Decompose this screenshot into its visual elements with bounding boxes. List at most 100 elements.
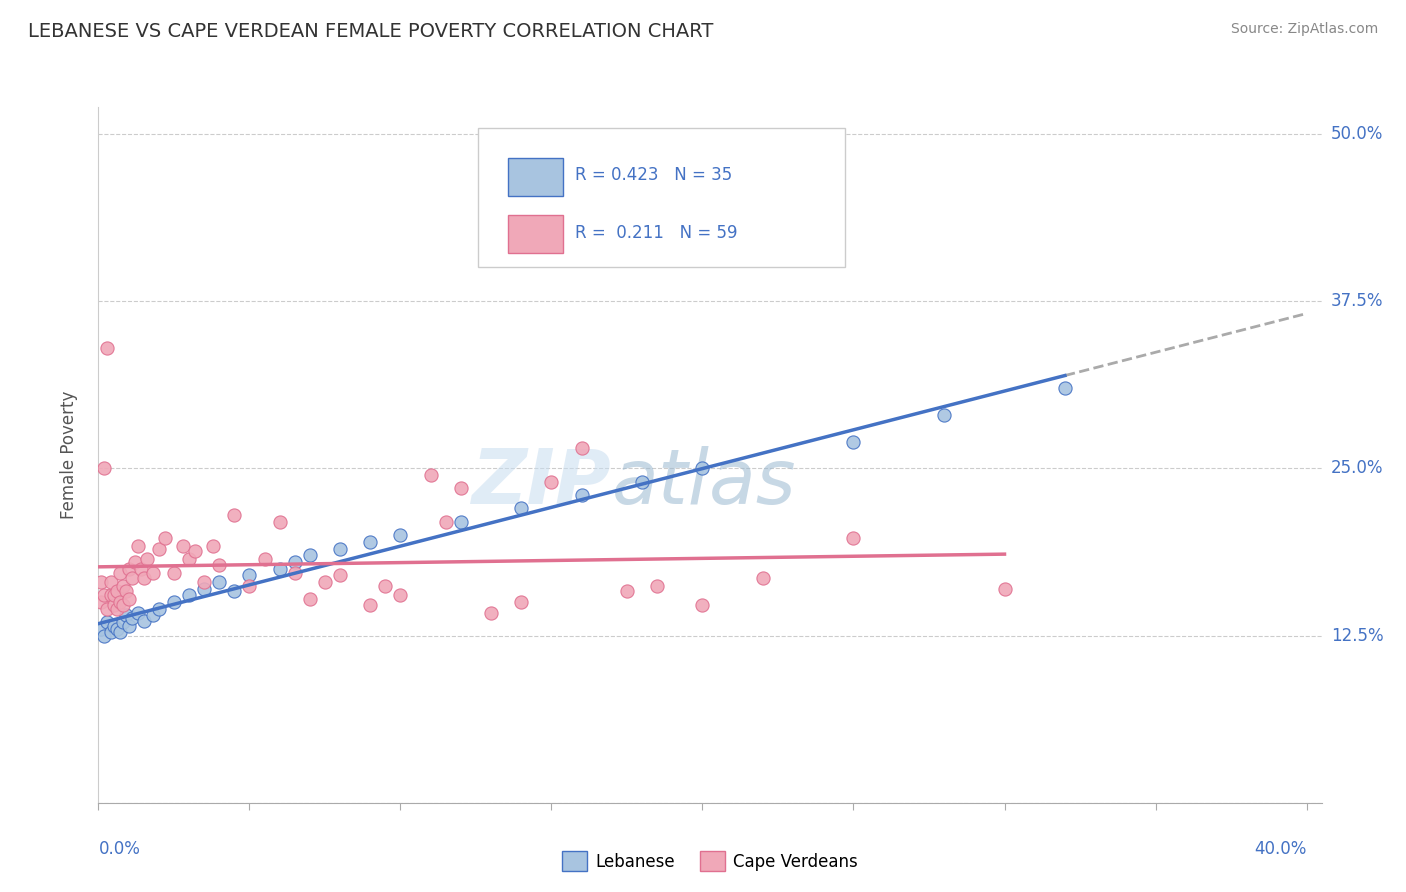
Point <box>298 548 321 563</box>
Point <box>103 589 125 603</box>
Point <box>202 539 225 553</box>
Text: 25.0%: 25.0% <box>1330 459 1384 477</box>
Point <box>114 584 136 599</box>
Point <box>142 566 165 580</box>
FancyBboxPatch shape <box>478 128 845 267</box>
Point <box>842 531 865 545</box>
Point <box>177 552 200 566</box>
Text: 0.0%: 0.0% <box>98 840 141 858</box>
Point <box>389 528 412 542</box>
Point <box>117 619 139 633</box>
Point <box>193 582 215 596</box>
Point <box>129 562 152 576</box>
Point <box>114 608 136 623</box>
Point <box>103 619 125 633</box>
Point <box>93 589 115 603</box>
Point <box>389 589 412 603</box>
Point <box>616 584 638 599</box>
Point <box>329 541 352 556</box>
Point <box>932 408 955 422</box>
Point <box>132 614 155 628</box>
Point <box>100 575 122 590</box>
Point <box>105 602 128 616</box>
Point <box>103 598 125 612</box>
Point <box>148 602 170 616</box>
Point <box>100 624 122 639</box>
Point <box>571 442 593 456</box>
Point <box>419 468 441 483</box>
Point <box>238 579 260 593</box>
Text: ZIP: ZIP <box>472 446 612 520</box>
Point <box>96 602 118 616</box>
Point <box>284 555 307 569</box>
Point <box>148 541 170 556</box>
Point <box>100 589 122 603</box>
Point <box>269 562 291 576</box>
Text: 40.0%: 40.0% <box>1254 840 1306 858</box>
Point <box>163 566 186 580</box>
Point <box>108 595 131 609</box>
Point <box>359 598 381 612</box>
Point <box>540 475 562 489</box>
Point <box>374 579 396 593</box>
Text: 12.5%: 12.5% <box>1330 626 1384 645</box>
Point <box>90 595 112 609</box>
Point <box>479 606 502 620</box>
Point <box>434 515 457 529</box>
Point <box>172 539 194 553</box>
Point <box>314 575 336 590</box>
Point <box>298 592 321 607</box>
Point <box>510 501 533 516</box>
Point <box>111 615 134 630</box>
Point <box>253 552 276 566</box>
Point <box>631 475 654 489</box>
Point <box>571 488 593 502</box>
Point <box>329 568 352 582</box>
Point <box>111 579 134 593</box>
Point <box>177 589 200 603</box>
Point <box>93 628 115 642</box>
Text: 37.5%: 37.5% <box>1330 292 1384 310</box>
Point <box>108 566 131 580</box>
Point <box>645 579 668 593</box>
Point <box>135 552 157 566</box>
Point <box>224 508 246 523</box>
FancyBboxPatch shape <box>508 215 564 253</box>
Text: atlas: atlas <box>612 446 797 520</box>
Text: Source: ZipAtlas.com: Source: ZipAtlas.com <box>1230 22 1378 37</box>
Point <box>117 592 139 607</box>
Point <box>127 606 149 620</box>
Point <box>238 568 260 582</box>
Point <box>752 571 775 585</box>
Point <box>193 575 215 590</box>
Point <box>108 624 131 639</box>
Point <box>132 571 155 585</box>
Point <box>184 544 207 558</box>
Point <box>96 341 118 355</box>
Point <box>993 582 1015 596</box>
Legend: Lebanese, Cape Verdeans: Lebanese, Cape Verdeans <box>555 845 865 878</box>
Point <box>153 531 176 545</box>
Text: R = 0.423   N = 35: R = 0.423 N = 35 <box>575 166 733 184</box>
Y-axis label: Female Poverty: Female Poverty <box>59 391 77 519</box>
Point <box>142 608 165 623</box>
Point <box>359 535 381 549</box>
Point <box>121 611 143 625</box>
Point <box>269 515 291 529</box>
Point <box>93 461 115 475</box>
Point <box>224 584 246 599</box>
Point <box>208 575 231 590</box>
Text: R =  0.211   N = 59: R = 0.211 N = 59 <box>575 224 738 242</box>
Text: 50.0%: 50.0% <box>1330 125 1384 143</box>
Point <box>121 571 143 585</box>
Point <box>450 482 472 496</box>
FancyBboxPatch shape <box>508 158 564 196</box>
Point <box>284 566 307 580</box>
Point <box>124 555 146 569</box>
Text: LEBANESE VS CAPE VERDEAN FEMALE POVERTY CORRELATION CHART: LEBANESE VS CAPE VERDEAN FEMALE POVERTY … <box>28 22 713 41</box>
Point <box>450 515 472 529</box>
Point <box>842 434 865 449</box>
Point <box>692 461 714 475</box>
Point <box>127 539 149 553</box>
Point <box>96 615 118 630</box>
